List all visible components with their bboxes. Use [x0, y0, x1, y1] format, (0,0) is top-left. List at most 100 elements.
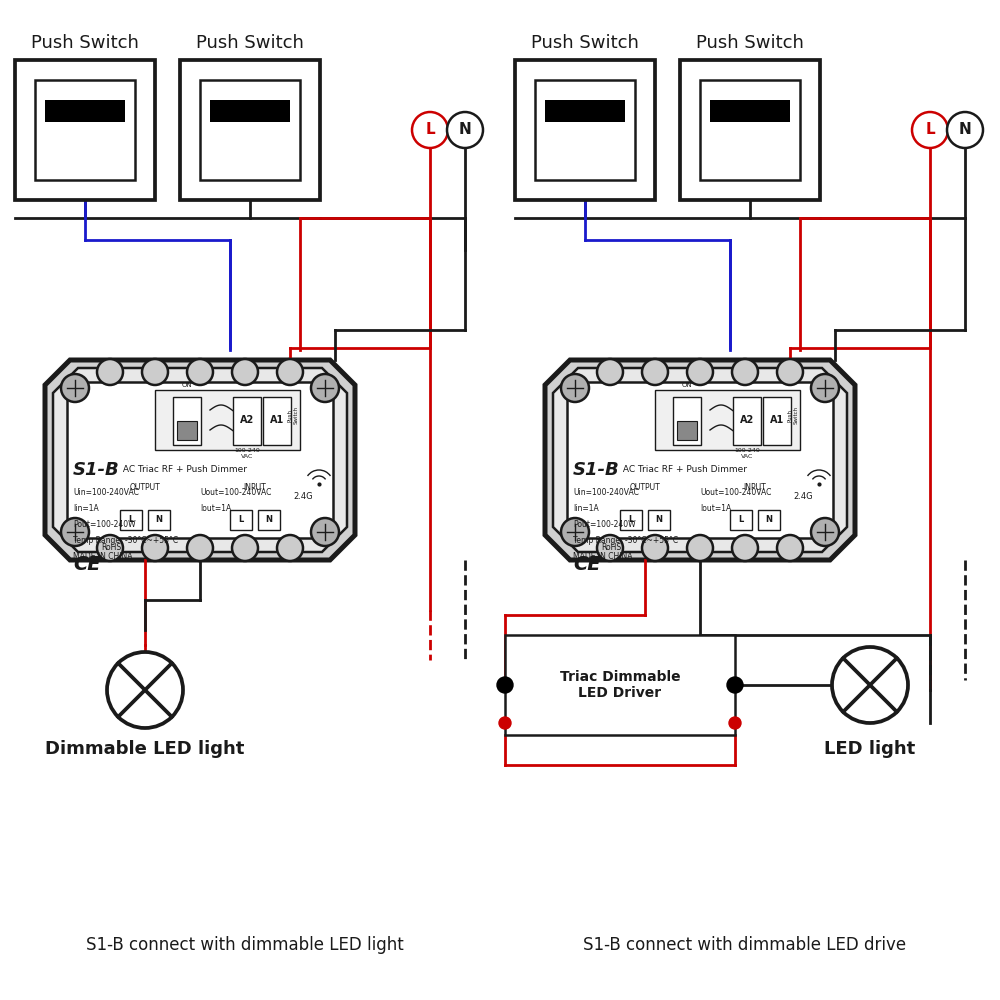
Text: Pout=100-240W: Pout=100-240W: [73, 520, 136, 529]
Text: MADE IN CHINA: MADE IN CHINA: [573, 552, 633, 561]
Bar: [535, 80, 635, 180]
Text: L: L: [738, 516, 744, 524]
Text: Push Switch: Push Switch: [31, 34, 139, 52]
Circle shape: [412, 112, 448, 148]
Circle shape: [187, 535, 213, 561]
Circle shape: [187, 359, 213, 385]
Text: Iin=1A: Iin=1A: [73, 504, 99, 513]
Circle shape: [97, 359, 123, 385]
Bar: [155, 390, 300, 450]
Text: A1: A1: [270, 415, 284, 425]
Text: Pout=100-240W: Pout=100-240W: [573, 520, 636, 529]
Bar: [733, 397, 761, 445]
Text: Iout=1A: Iout=1A: [200, 504, 231, 513]
Circle shape: [912, 112, 948, 148]
Bar: [648, 510, 670, 530]
Bar: [710, 100, 790, 122]
Bar: [730, 510, 752, 530]
Text: Dimmable LED light: Dimmable LED light: [45, 740, 245, 758]
Circle shape: [61, 518, 89, 546]
Text: Uout=100-240VAC: Uout=100-240VAC: [700, 488, 771, 497]
Bar: [620, 510, 642, 530]
Circle shape: [561, 518, 589, 546]
Text: OUTPUT: OUTPUT: [130, 483, 160, 492]
Text: Uin=100-240VAC: Uin=100-240VAC: [573, 488, 639, 497]
Text: N: N: [766, 516, 772, 524]
Text: Push Switch: Push Switch: [696, 34, 804, 52]
Text: L: L: [425, 122, 435, 137]
Bar: [763, 397, 791, 445]
Text: Uout=100-240VAC: Uout=100-240VAC: [200, 488, 271, 497]
Circle shape: [811, 518, 839, 546]
Circle shape: [232, 535, 258, 561]
Bar: [673, 397, 701, 445]
Text: Push Switch: Push Switch: [196, 34, 304, 52]
Circle shape: [447, 112, 483, 148]
Bar: [177, 421, 197, 440]
Bar: [35, 80, 135, 180]
Text: RoHS: RoHS: [601, 543, 621, 552]
Text: Uin=100-240VAC: Uin=100-240VAC: [73, 488, 139, 497]
Bar: [173, 397, 201, 445]
Bar: [148, 510, 170, 530]
Circle shape: [729, 717, 741, 729]
Text: CE: CE: [573, 555, 601, 574]
Circle shape: [561, 374, 589, 402]
Text: S1-B connect with dimmable LED light: S1-B connect with dimmable LED light: [86, 936, 404, 954]
Bar: [505, 635, 735, 735]
Circle shape: [107, 652, 183, 728]
Text: 2.4G: 2.4G: [293, 492, 313, 501]
Text: CE: CE: [73, 555, 101, 574]
Bar: [230, 510, 252, 530]
Text: Push
Switch: Push Switch: [788, 406, 798, 424]
Circle shape: [732, 535, 758, 561]
Text: RoHS: RoHS: [101, 543, 121, 552]
Bar: [67, 382, 333, 538]
Text: Push
Switch: Push Switch: [288, 406, 298, 424]
Text: Iout=1A: Iout=1A: [700, 504, 731, 513]
Circle shape: [777, 359, 803, 385]
Circle shape: [727, 677, 743, 693]
Bar: [677, 421, 697, 440]
Text: S1-B: S1-B: [73, 461, 120, 479]
Circle shape: [277, 535, 303, 561]
Circle shape: [832, 647, 908, 723]
Bar: [655, 390, 800, 450]
Bar: [758, 510, 780, 530]
Bar: [45, 100, 125, 122]
Circle shape: [499, 717, 511, 729]
Text: L: L: [628, 516, 634, 524]
Bar: [263, 397, 291, 445]
Text: AC Triac RF + Push Dimmer: AC Triac RF + Push Dimmer: [120, 466, 247, 475]
Bar: [515, 60, 655, 200]
Text: 100-240
VAC: 100-240 VAC: [234, 448, 260, 459]
Text: Iin=1A: Iin=1A: [573, 504, 599, 513]
Circle shape: [642, 535, 668, 561]
Bar: [545, 100, 625, 122]
Bar: [15, 60, 155, 200]
Circle shape: [777, 535, 803, 561]
Text: S1-B connect with dimmable LED drive: S1-B connect with dimmable LED drive: [583, 936, 907, 954]
Circle shape: [142, 535, 168, 561]
Text: 100-240
VAC: 100-240 VAC: [734, 448, 760, 459]
Circle shape: [642, 359, 668, 385]
Bar: [180, 60, 320, 200]
Bar: [233, 397, 261, 445]
Text: ON: ON: [182, 382, 192, 388]
Text: 2.4G: 2.4G: [793, 492, 813, 501]
Bar: [200, 80, 300, 180]
Circle shape: [232, 359, 258, 385]
Circle shape: [142, 359, 168, 385]
Circle shape: [97, 535, 123, 561]
Circle shape: [597, 359, 623, 385]
Text: AC Triac RF + Push Dimmer: AC Triac RF + Push Dimmer: [620, 466, 747, 475]
Circle shape: [687, 535, 713, 561]
Text: Temp Range: -30°C~+55°C: Temp Range: -30°C~+55°C: [73, 536, 178, 545]
Circle shape: [311, 518, 339, 546]
Text: S1-B: S1-B: [573, 461, 620, 479]
Polygon shape: [545, 360, 855, 560]
Bar: [120, 510, 142, 530]
Circle shape: [277, 359, 303, 385]
Text: L: L: [128, 516, 134, 524]
Text: Triac Dimmable
LED Driver: Triac Dimmable LED Driver: [560, 670, 680, 700]
